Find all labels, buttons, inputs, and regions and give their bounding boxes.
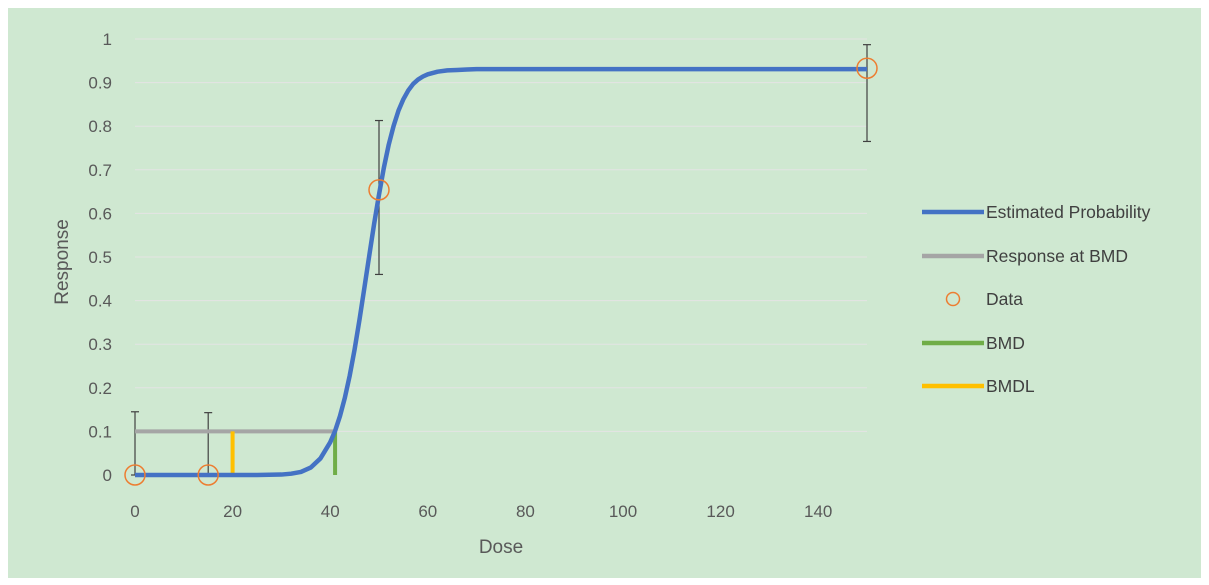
plot-series bbox=[124, 44, 878, 486]
legend-label: BMD bbox=[986, 333, 1025, 353]
x-tick-label: 20 bbox=[223, 502, 242, 521]
data-point bbox=[197, 464, 219, 486]
data-point bbox=[124, 464, 146, 486]
y-tick-label: 0 bbox=[103, 466, 112, 485]
legend-item: Estimated Probability bbox=[922, 202, 1151, 222]
legend: Estimated Probability Response at BMD Data… bbox=[922, 202, 1151, 396]
x-tick-label: 80 bbox=[516, 502, 535, 521]
legend-item: Data bbox=[945, 289, 1023, 309]
legend-item: BMDL bbox=[922, 376, 1035, 396]
estimated-probability-line bbox=[135, 66, 867, 478]
x-tick-label: 100 bbox=[609, 502, 637, 521]
y-axis-tick-labels: 0 0.1 0.2 0.3 0.4 0.5 0.6 0.7 0.8 0.9 1 bbox=[88, 30, 112, 485]
y-tick-label: 0.5 bbox=[88, 248, 112, 267]
x-tick-label: 140 bbox=[804, 502, 832, 521]
chart-area: 0 0.1 0.2 0.3 0.4 0.5 0.6 0.7 0.8 0.9 1 0 20 40 60 80 1… bbox=[8, 8, 1201, 578]
legend-label: Estimated Probability bbox=[986, 202, 1151, 222]
x-tick-label: 0 bbox=[130, 502, 139, 521]
legend-label: Data bbox=[986, 289, 1023, 309]
x-tick-label: 60 bbox=[418, 502, 437, 521]
data-point bbox=[368, 179, 390, 201]
x-axis-tick-labels: 0 20 40 60 80 100 120 140 bbox=[130, 502, 832, 521]
chart-background bbox=[8, 8, 1201, 578]
x-tick-label: 120 bbox=[706, 502, 734, 521]
data-point bbox=[856, 57, 878, 79]
y-tick-label: 0.6 bbox=[88, 204, 112, 223]
legend-item: BMD bbox=[922, 333, 1025, 353]
y-tick-label: 0.8 bbox=[88, 117, 112, 136]
chart-svg: 0 0.1 0.2 0.3 0.4 0.5 0.6 0.7 0.8 0.9 1 0 20 40 60 80 1… bbox=[8, 8, 1201, 578]
x-axis-title: Dose bbox=[479, 537, 523, 558]
y-tick-label: 1 bbox=[103, 30, 112, 49]
y-tick-label: 0.3 bbox=[88, 335, 112, 354]
y-tick-label: 0.2 bbox=[88, 379, 112, 398]
x-tick-label: 40 bbox=[321, 502, 340, 521]
y-tick-label: 0.1 bbox=[88, 422, 112, 441]
grid-lines bbox=[135, 38, 867, 432]
y-tick-label: 0.4 bbox=[88, 292, 112, 311]
y-tick-label: 0.9 bbox=[88, 74, 112, 93]
legend-item: Response at BMD bbox=[922, 246, 1128, 266]
y-tick-label: 0.7 bbox=[88, 161, 112, 180]
y-axis-title: Response bbox=[52, 219, 73, 305]
legend-label: Response at BMD bbox=[986, 246, 1128, 266]
legend-label: BMDL bbox=[986, 376, 1035, 396]
legend-swatch bbox=[945, 291, 961, 307]
